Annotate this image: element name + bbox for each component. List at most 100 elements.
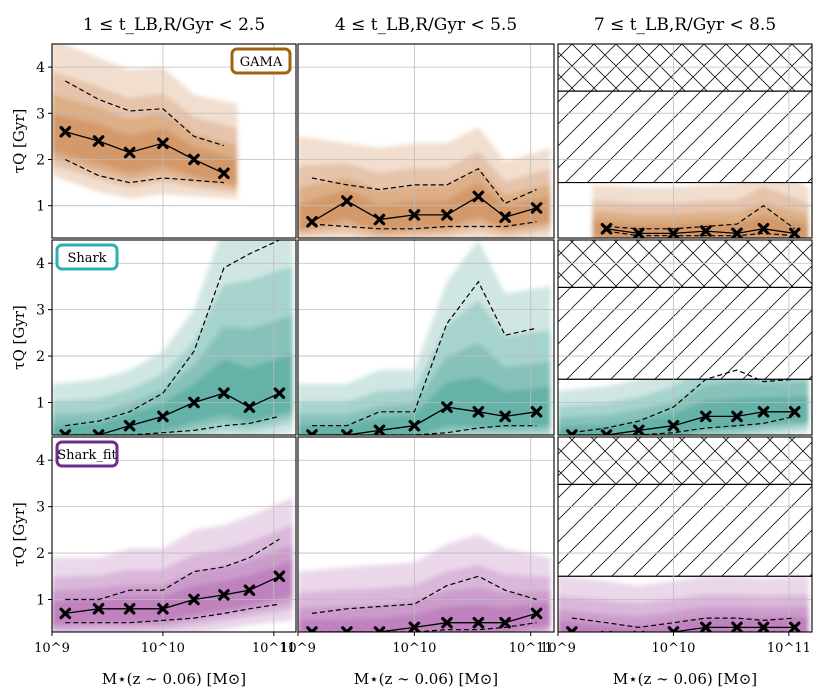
x-tick-label: 10^11 [767, 641, 811, 656]
median-marker [441, 209, 453, 221]
median-marker [59, 429, 72, 435]
row-label-frame [55, 243, 119, 271]
y-tick-label: 4 [36, 453, 45, 469]
y-tick-label: 3 [36, 106, 45, 122]
panel-r1-c1 [297, 239, 555, 436]
median-marker [92, 602, 105, 615]
panel-frame [51, 436, 297, 633]
median-marker [123, 419, 136, 432]
median-marker [499, 616, 511, 629]
x-axis-label: M⋆(z ∼ 0.06) [M⊙] [354, 670, 498, 688]
gridlines [52, 44, 296, 238]
panel-plot-area [558, 44, 812, 238]
median-marker [566, 626, 578, 632]
median-marker [341, 429, 353, 435]
median-marker [667, 626, 680, 632]
median-marker [188, 593, 200, 606]
median-marker [600, 222, 613, 235]
median-marker [600, 429, 613, 435]
gridlines [558, 44, 812, 238]
median-marker [472, 616, 485, 629]
column-title: 1 ≤ t_LB,R/Gyr < 2.5 [83, 15, 265, 35]
density-contours [298, 240, 551, 435]
density-contours [52, 497, 293, 632]
y-tick-label: 3 [36, 500, 45, 516]
panel-frame [297, 43, 555, 239]
panel-r2-c0: 1 2 3 4 τQ [Gyr] Shark_fit 10^9 10^10 10^11 [10, 436, 297, 656]
median-marker [306, 429, 318, 435]
p16-curve [571, 415, 795, 435]
median-marker [441, 616, 453, 629]
x-axis-label: M⋆(z ∼ 0.06) [M⊙] [102, 670, 246, 688]
panel-r2-c1: 10^9 10^10 10^11 [280, 436, 555, 656]
median-marker [157, 602, 169, 615]
median-marker [472, 190, 485, 203]
gridlines [558, 437, 812, 632]
median-marker [273, 387, 286, 400]
median-marker [566, 429, 578, 435]
y-tick-label: 3 [36, 303, 45, 319]
row-label-2: Shark_fit [55, 440, 119, 468]
panel-plot-area [298, 240, 554, 435]
p84-curve [65, 538, 280, 601]
median-marker [123, 146, 136, 159]
panel-r0-c0: 1 2 3 4 τQ [Gyr] GAMA [10, 43, 297, 239]
median-marker [306, 216, 318, 228]
median-marker [757, 621, 770, 632]
median-marker [218, 589, 230, 601]
median-marker [408, 419, 421, 432]
gridlines [298, 240, 554, 435]
y-axis-label: τQ [Gyr] [10, 502, 28, 567]
cross-hatched-region [558, 437, 812, 485]
median-marker [59, 607, 72, 620]
p16-curve [606, 230, 795, 237]
gridlines [52, 240, 296, 435]
row-label-text: GAMA [240, 55, 283, 70]
median-marker [218, 167, 230, 180]
y-tick-label: 4 [36, 60, 45, 76]
density-level-4 [52, 354, 293, 435]
median-marker [600, 630, 613, 632]
panel-frame [297, 239, 555, 436]
panel-frame [51, 239, 297, 436]
row-label-0: GAMA [230, 47, 292, 75]
median-marker [408, 209, 421, 221]
median-marker [306, 626, 318, 632]
y-tick-label: 2 [36, 349, 45, 365]
panel-r2-c2: 10^9 10^10 10^11 [540, 436, 813, 656]
median-marker [699, 225, 712, 237]
panel-plot-area [52, 44, 296, 238]
median-curve [312, 406, 537, 435]
median-curve [312, 612, 537, 632]
panel-frame [557, 436, 813, 633]
panel-plot-area [558, 437, 812, 632]
median-marker [633, 227, 645, 238]
median-marker [788, 621, 801, 632]
p84-curve [571, 617, 795, 629]
median-marker [59, 125, 72, 138]
gridlines [558, 240, 812, 435]
median-marker [499, 410, 511, 423]
row-label-frame [55, 440, 119, 468]
median-marker [408, 621, 421, 632]
panel-frame [297, 436, 555, 633]
x-tick-label: 10^10 [651, 641, 695, 656]
median-curve [65, 131, 225, 174]
panel-plot-area [298, 44, 554, 238]
median-marker [530, 405, 543, 418]
panel-frame [557, 239, 813, 436]
y-tick-label: 2 [36, 546, 45, 562]
density-contours [298, 534, 551, 632]
median-curve [571, 411, 795, 435]
density-contours [52, 240, 293, 435]
x-tick-label: 10^9 [540, 641, 576, 656]
median-marker [218, 387, 230, 400]
panels-grid: 1 2 3 4 τQ [Gyr] GAMA 1 2 3 4 τQ [Gyr] Shark 1 2 3 4 τQ … [10, 43, 813, 656]
median-marker [731, 621, 743, 632]
panel-plot-area [52, 240, 296, 435]
column-title: 7 ≤ t_LB,R/Gyr < 8.5 [594, 15, 776, 35]
median-marker [273, 570, 286, 583]
y-tick-label: 4 [36, 256, 45, 272]
p84-curve [606, 204, 796, 230]
